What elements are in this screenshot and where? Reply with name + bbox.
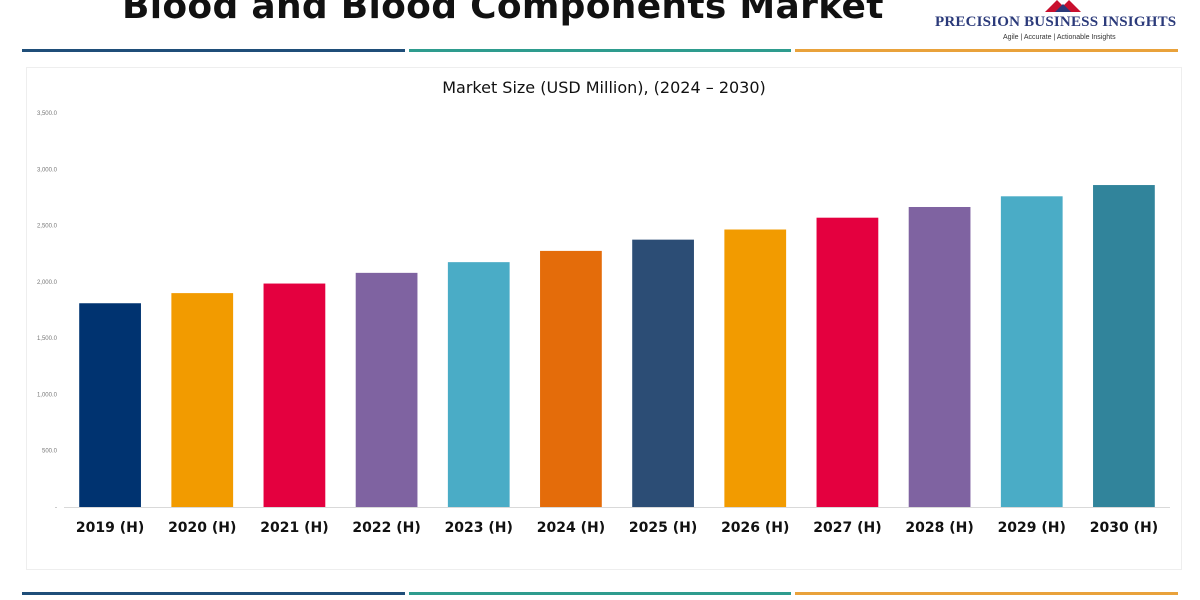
divider-segment-orange (795, 592, 1179, 595)
x-tick-label: 2026 (H) (721, 520, 789, 536)
bars (79, 185, 1155, 508)
x-tick-label: 2027 (H) (813, 520, 881, 536)
chart-frame (26, 67, 1182, 570)
bar (355, 272, 418, 507)
y-axis: - 500.0 1,000.0 1,500.0 2,000.0 2,500.0 3,000.… (37, 111, 1170, 511)
page-title: Blood and Blood Components Market (122, 0, 884, 27)
bar (540, 250, 602, 507)
x-tick-label: 2028 (H) (905, 520, 973, 536)
brand-name: PRECISION BUSINESS INSIGHTS (935, 14, 1177, 30)
x-tick-label: 2021 (H) (260, 520, 328, 536)
chart-title: Market Size (USD Million), (2024 – 2030) (442, 78, 766, 97)
divider-segment-blue (22, 49, 405, 52)
bar (79, 303, 141, 507)
brand-block: PRECISION BUSINESS INSIGHTS Agile | Accu… (935, 0, 1197, 48)
y-tick-label: - (55, 505, 57, 511)
y-tick-label: 1,500.0 (37, 336, 58, 342)
bar (724, 229, 787, 508)
y-tick-label: 2,500.0 (37, 224, 58, 230)
divider-segment-teal (408, 49, 792, 52)
brand-logo-icon (1045, 0, 1081, 12)
divider-segment-orange (795, 49, 1179, 52)
bar (447, 262, 510, 507)
y-tick-label: 2,000.0 (37, 280, 58, 286)
footer-divider (22, 592, 1179, 595)
bar (632, 239, 694, 507)
y-tick-label: 500.0 (42, 449, 58, 455)
y-tick-label: 3,500.0 (37, 111, 58, 117)
bar (171, 293, 234, 507)
x-tick-label: 2023 (H) (445, 520, 513, 536)
x-tick-label: 2029 (H) (998, 520, 1066, 536)
x-tick-label: 2020 (H) (168, 520, 236, 536)
divider-segment-teal (408, 592, 792, 595)
bar (1093, 185, 1155, 507)
y-tick-label: 1,000.0 (37, 392, 58, 398)
bar (908, 206, 971, 508)
x-axis: 2019 (H) 2020 (H) 2021 (H) 2022 (H) 2023 (H)… (76, 520, 1158, 536)
y-tick-label: 3,000.0 (37, 167, 58, 173)
divider-segment-blue (22, 592, 405, 595)
bar (263, 283, 326, 507)
x-tick-label: 2019 (H) (76, 520, 144, 536)
x-tick-label: 2024 (H) (537, 520, 605, 536)
bar (1000, 196, 1063, 507)
x-tick-label: 2022 (H) (352, 520, 420, 536)
header-divider (22, 49, 1179, 52)
brand-tagline: Agile | Accurate | Actionable Insights (1003, 34, 1116, 41)
x-tick-label: 2030 (H) (1090, 520, 1158, 536)
bar (816, 217, 879, 508)
x-tick-label: 2025 (H) (629, 520, 697, 536)
